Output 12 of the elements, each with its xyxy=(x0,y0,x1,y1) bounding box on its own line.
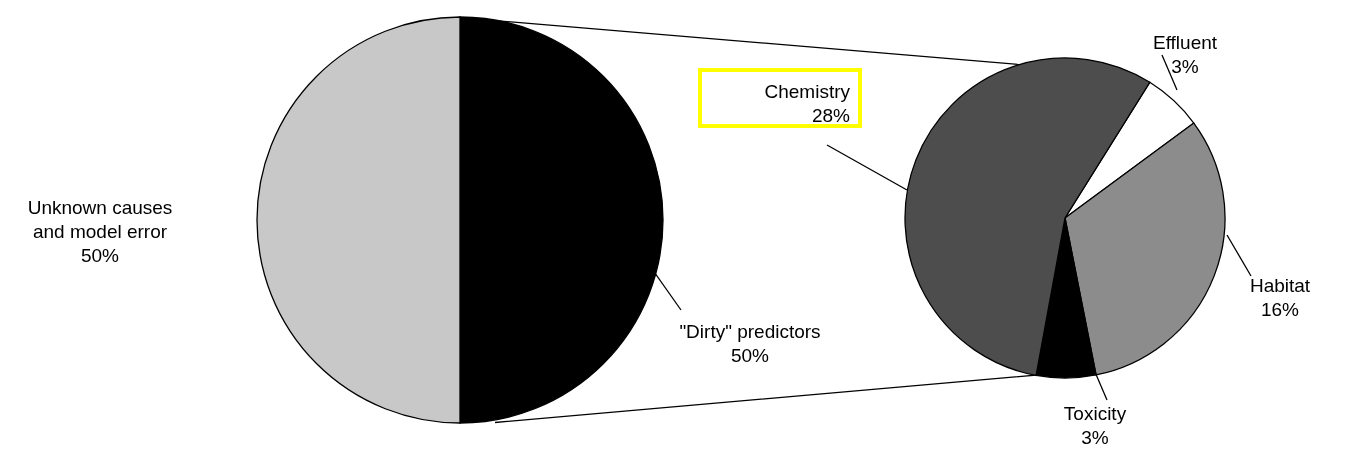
data-label: 50% xyxy=(730,345,770,366)
slice-label: Unknown causes and model error xyxy=(27,197,173,242)
data-label: 28% xyxy=(811,105,851,126)
slice-label: Toxicity xyxy=(1063,403,1127,424)
data-label: 3% xyxy=(1171,56,1199,77)
slice-label: Chemistry xyxy=(764,81,851,102)
data-label: 3% xyxy=(1081,427,1109,448)
slice-label: "Dirty" predictors xyxy=(679,321,821,342)
data-label: 50% xyxy=(80,245,120,266)
slice-label: Habitat xyxy=(1249,275,1311,296)
slice-label: Effluent xyxy=(1152,32,1218,53)
data-label: 16% xyxy=(1260,299,1300,320)
